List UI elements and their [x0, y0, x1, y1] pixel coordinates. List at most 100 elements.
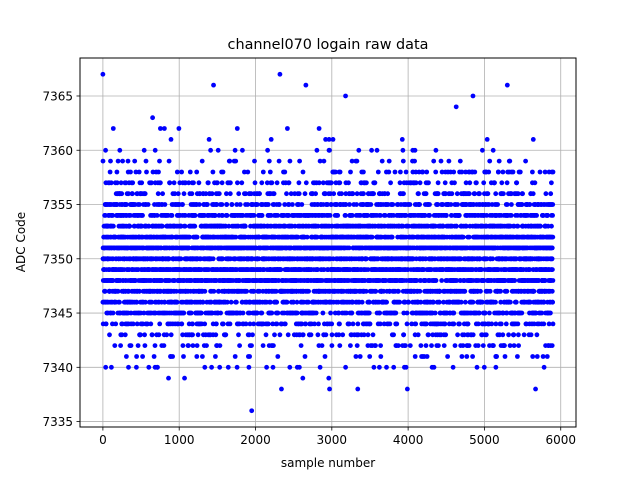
data-point — [118, 180, 124, 186]
data-point — [337, 169, 343, 175]
data-point — [330, 137, 336, 142]
data-point — [328, 191, 333, 197]
data-point — [395, 343, 401, 348]
data-point — [259, 310, 265, 316]
data-point — [302, 191, 308, 197]
data-point — [361, 332, 367, 338]
data-point — [102, 288, 108, 294]
data-point — [144, 169, 149, 175]
data-point — [417, 180, 423, 186]
data-point — [227, 321, 233, 327]
data-point — [196, 180, 202, 186]
data-point — [343, 191, 349, 197]
data-point — [236, 321, 242, 327]
data-point — [124, 354, 129, 359]
data-point — [198, 310, 204, 316]
data-point — [391, 332, 396, 338]
data-point — [204, 343, 209, 348]
data-point — [367, 321, 373, 327]
data-point — [458, 299, 464, 305]
data-point — [427, 202, 432, 207]
data-point — [378, 213, 383, 218]
data-point — [228, 299, 234, 305]
data-point — [225, 299, 230, 305]
data-point — [119, 332, 125, 338]
data-point — [365, 213, 371, 218]
data-point — [150, 115, 156, 121]
data-point — [274, 299, 280, 305]
data-point — [374, 147, 380, 153]
data-point — [416, 191, 421, 197]
data-point — [316, 126, 322, 131]
data-point — [266, 158, 272, 164]
data-point — [444, 213, 449, 218]
data-point — [130, 191, 135, 197]
data-point — [417, 202, 422, 207]
data-point — [333, 169, 338, 175]
data-point — [282, 321, 288, 327]
data-point — [277, 332, 283, 338]
data-point — [413, 321, 419, 327]
data-point — [312, 321, 317, 327]
data-point — [442, 321, 448, 327]
data-point — [140, 213, 145, 218]
data-point — [278, 267, 284, 272]
data-point — [148, 321, 154, 327]
data-point — [158, 180, 163, 186]
data-point — [259, 213, 265, 218]
data-points — [100, 71, 556, 414]
data-point — [225, 364, 231, 370]
data-point — [347, 202, 352, 207]
data-point — [134, 321, 140, 327]
data-point — [300, 332, 306, 338]
data-point — [460, 234, 466, 240]
data-point — [448, 202, 454, 207]
data-point — [234, 299, 239, 305]
data-point — [456, 213, 462, 218]
data-point — [282, 169, 288, 175]
data-point — [200, 354, 205, 359]
data-point — [406, 299, 412, 305]
data-point — [110, 126, 116, 131]
data-point — [180, 343, 186, 348]
data-point — [348, 169, 353, 175]
data-point — [375, 169, 381, 175]
data-point — [422, 213, 428, 218]
data-point — [296, 191, 302, 197]
data-point — [353, 354, 359, 359]
data-point — [464, 223, 469, 229]
data-point — [275, 213, 281, 218]
data-point — [111, 223, 116, 229]
data-point — [246, 364, 252, 370]
data-point — [363, 288, 369, 294]
data-point — [385, 191, 391, 197]
data-point — [394, 321, 400, 327]
data-point — [240, 310, 246, 316]
data-point — [254, 202, 260, 207]
data-point — [299, 321, 305, 327]
data-point — [426, 180, 431, 186]
data-point — [349, 158, 355, 164]
data-point — [397, 180, 403, 186]
data-point — [384, 299, 389, 305]
data-point — [271, 191, 277, 197]
data-point — [162, 126, 167, 131]
data-point — [314, 234, 320, 240]
data-point — [274, 180, 280, 186]
data-point — [117, 299, 122, 305]
data-point — [286, 213, 292, 218]
data-point — [136, 169, 142, 175]
data-point — [166, 256, 172, 262]
data-point — [256, 256, 262, 262]
data-point — [424, 169, 430, 175]
data-point — [257, 191, 262, 197]
data-point — [445, 354, 450, 359]
data-point — [433, 278, 439, 283]
data-point — [354, 343, 360, 348]
data-point — [142, 332, 148, 338]
data-point — [100, 158, 106, 164]
data-point — [156, 169, 161, 175]
data-point — [475, 343, 481, 348]
data-point — [194, 234, 200, 240]
